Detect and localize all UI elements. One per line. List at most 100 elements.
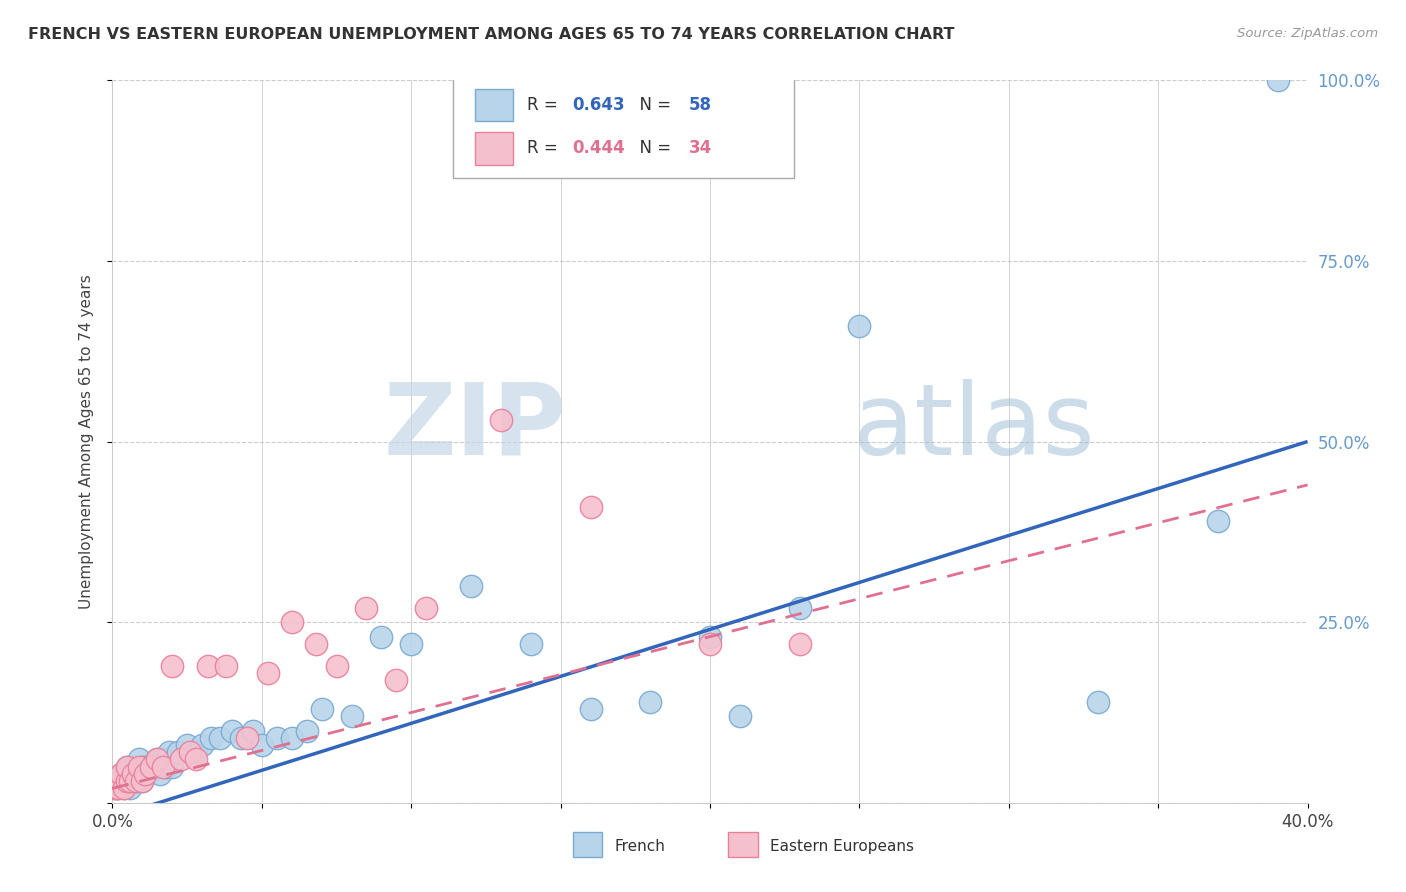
Point [186, 745, 208, 759]
Point [141, 760, 163, 774]
Point [131, 774, 153, 789]
Point [728, 709, 751, 723]
Point [149, 767, 172, 781]
Point [250, 738, 273, 752]
Point [110, 767, 132, 781]
Point [197, 658, 219, 673]
Point [125, 767, 148, 781]
Y-axis label: Unemployment Among Ages 65 to 74 years: Unemployment Among Ages 65 to 74 years [79, 274, 94, 609]
Point [170, 752, 193, 766]
Point [460, 579, 482, 593]
Point [146, 752, 169, 766]
Point [257, 665, 280, 680]
Point [579, 500, 602, 514]
Text: R =: R = [527, 95, 564, 113]
Point [138, 767, 160, 781]
Point [146, 752, 169, 766]
Point [229, 731, 252, 745]
Point [128, 767, 150, 781]
Point [179, 745, 201, 759]
Point [110, 774, 132, 789]
Point [325, 658, 347, 673]
Point [167, 745, 190, 759]
Point [281, 615, 304, 630]
Point [356, 600, 378, 615]
Point [176, 738, 198, 752]
Point [281, 731, 304, 745]
Text: 0.444: 0.444 [572, 139, 626, 157]
Text: 0.643: 0.643 [572, 95, 626, 113]
Text: Source: ZipAtlas.com: Source: ZipAtlas.com [1237, 27, 1378, 40]
Point [415, 600, 437, 615]
Point [520, 637, 543, 651]
Point [266, 731, 288, 745]
Point [155, 760, 177, 774]
Point [110, 774, 132, 789]
Point [848, 318, 870, 333]
Point [579, 702, 602, 716]
Point [107, 781, 129, 796]
Point [107, 774, 129, 789]
Point [114, 781, 135, 796]
Text: French: French [614, 838, 665, 854]
Point [114, 767, 135, 781]
Point [640, 695, 662, 709]
Point [152, 752, 174, 766]
Point [104, 781, 127, 796]
Text: N =: N = [628, 139, 676, 157]
Point [295, 723, 318, 738]
FancyBboxPatch shape [475, 132, 513, 164]
Point [117, 774, 139, 789]
Point [186, 752, 208, 766]
Point [699, 630, 721, 644]
FancyBboxPatch shape [728, 831, 758, 857]
Point [125, 774, 148, 789]
Point [311, 702, 333, 716]
Point [120, 774, 142, 789]
Text: R =: R = [527, 139, 564, 157]
Text: atlas: atlas [853, 378, 1095, 475]
Point [162, 658, 183, 673]
Point [128, 760, 150, 774]
Point [134, 760, 156, 774]
Point [221, 723, 243, 738]
FancyBboxPatch shape [572, 831, 603, 857]
Point [1087, 695, 1109, 709]
Point [789, 637, 811, 651]
Point [122, 760, 145, 774]
Point [134, 767, 156, 781]
Point [120, 767, 142, 781]
Point [131, 774, 153, 789]
Point [157, 745, 180, 759]
Point [191, 738, 214, 752]
Point [125, 774, 148, 789]
Point [122, 767, 145, 781]
Point [385, 673, 408, 687]
FancyBboxPatch shape [453, 77, 794, 178]
Point [699, 637, 721, 651]
Point [143, 760, 166, 774]
Point [117, 774, 139, 789]
Point [134, 767, 156, 781]
Text: 34: 34 [689, 139, 711, 157]
Point [242, 723, 264, 738]
Text: FRENCH VS EASTERN EUROPEAN UNEMPLOYMENT AMONG AGES 65 TO 74 YEARS CORRELATION CH: FRENCH VS EASTERN EUROPEAN UNEMPLOYMENT … [28, 27, 955, 42]
FancyBboxPatch shape [475, 88, 513, 121]
Text: Eastern Europeans: Eastern Europeans [770, 838, 914, 854]
Point [110, 767, 132, 781]
Point [162, 760, 183, 774]
Point [131, 760, 153, 774]
Point [1267, 73, 1289, 87]
Point [489, 413, 512, 427]
Point [215, 658, 238, 673]
Point [114, 781, 135, 796]
Point [401, 637, 423, 651]
Point [117, 760, 139, 774]
Text: ZIP: ZIP [384, 378, 567, 475]
Point [104, 781, 127, 796]
Point [789, 600, 811, 615]
Point [200, 731, 222, 745]
Point [305, 637, 328, 651]
Point [120, 781, 142, 796]
Text: N =: N = [628, 95, 676, 113]
